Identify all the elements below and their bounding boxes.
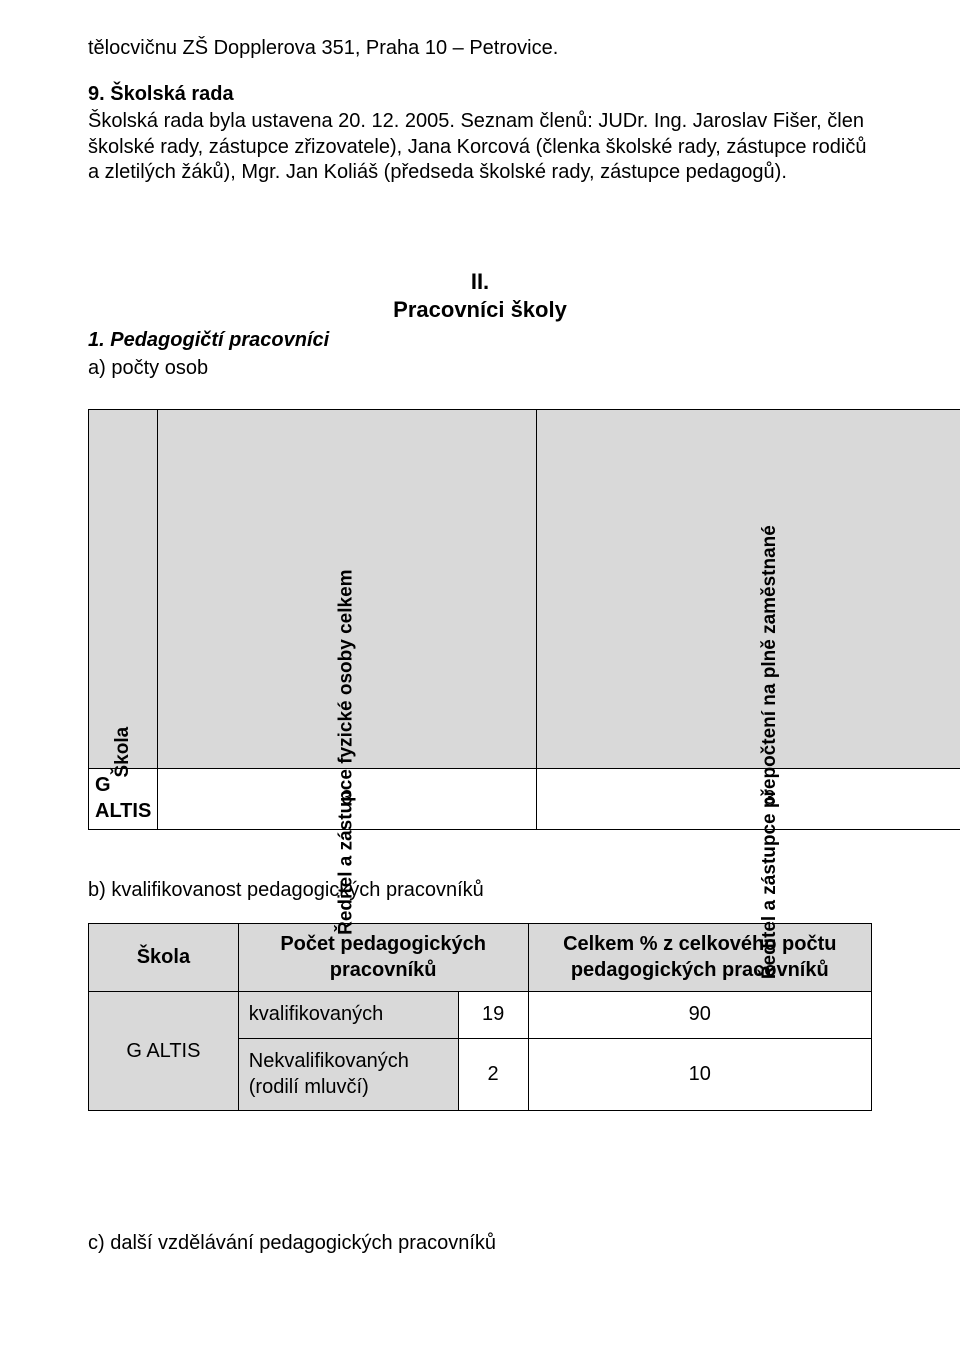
section9-body: Školská rada byla ustavena 20. 12. 2005.… (88, 109, 872, 186)
table-counts: Škola Ředitel a zástupce fyzické osoby c… (88, 409, 960, 829)
cell: 3 (536, 769, 960, 829)
cell-count: 19 (458, 992, 528, 1039)
col-header: Škola (89, 410, 158, 769)
sub1-c: c) další vzdělávání pedagogických pracov… (88, 1231, 872, 1257)
col-header-school: Škola (89, 924, 239, 992)
table-header-row: Škola Počet pedagogických pracovníků Cel… (89, 924, 872, 992)
cell-school: G ALTIS (89, 769, 158, 829)
table-header-row: Škola Ředitel a zástupce fyzické osoby c… (89, 410, 960, 769)
cell-label: kvalifikovaných (238, 992, 458, 1039)
sub1-a: a) počty osob (88, 356, 872, 382)
cell-school: G ALTIS (89, 992, 239, 1111)
cell-label: Nekvalifikovaných (rodilí mluvčí) (238, 1039, 458, 1111)
sub1-title: 1. Pedagogičtí pracovníci (88, 328, 872, 354)
cell-pct: 10 (528, 1039, 871, 1111)
section2-title: Pracovníci školy (88, 296, 872, 324)
table-row: G ALTIS kvalifikovaných 19 90 (89, 992, 872, 1039)
col-header-count: Počet pedagogických pracovníků (238, 924, 528, 992)
table-qualification: Škola Počet pedagogických pracovníků Cel… (88, 923, 872, 1111)
intro-line1: tělocvičnu ZŠ Dopplerova 351, Praha 10 –… (88, 36, 872, 62)
col-header: Ředitel a zástupce fyzické osoby celkem (158, 410, 536, 769)
table-row: G ALTIS 3 3 19 18,6 2 0,8 21 19,4 (89, 769, 960, 829)
section2-roman: II. (88, 268, 872, 296)
section9-title: 9. Školská rada (88, 82, 872, 108)
col-header: Ředitel a zástupce přepočtení na plně za… (536, 410, 960, 769)
cell-pct: 90 (528, 992, 871, 1039)
sub1-b: b) kvalifikovanost pedagogických pracovn… (88, 878, 872, 904)
col-header-pct: Celkem % z celkového počtu pedagogických… (528, 924, 871, 992)
cell-count: 2 (458, 1039, 528, 1111)
